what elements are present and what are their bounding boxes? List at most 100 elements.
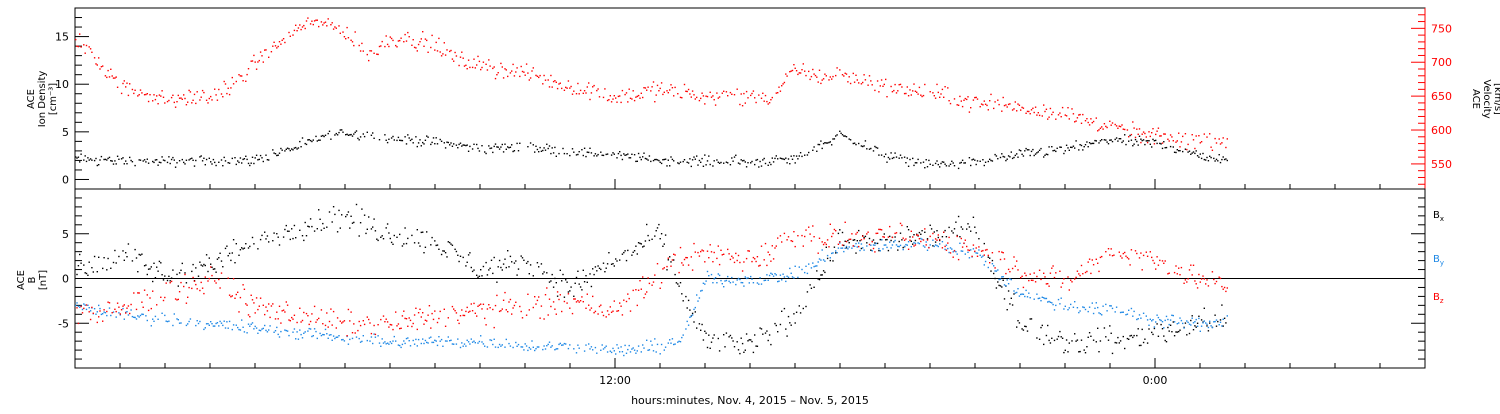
bx-point bbox=[689, 309, 691, 311]
density-point bbox=[519, 142, 521, 144]
by-point bbox=[824, 260, 826, 262]
velocity-point bbox=[917, 93, 919, 95]
by-point bbox=[1043, 297, 1045, 299]
bx-point bbox=[918, 231, 921, 234]
velocity-point bbox=[565, 86, 567, 89]
density-point bbox=[1133, 143, 1135, 145]
bz-point bbox=[505, 309, 507, 311]
bz-point bbox=[654, 274, 656, 276]
bx-point bbox=[540, 263, 543, 265]
bx-point bbox=[743, 351, 745, 353]
by-point bbox=[528, 346, 530, 349]
density-point bbox=[435, 137, 437, 139]
by-point bbox=[704, 283, 706, 285]
bx-point bbox=[1164, 339, 1166, 342]
density-point bbox=[890, 152, 892, 154]
bz-point bbox=[493, 326, 495, 329]
bz-point bbox=[880, 229, 883, 231]
density-point bbox=[345, 134, 347, 136]
bz-point bbox=[280, 322, 282, 324]
bz-point bbox=[1068, 289, 1070, 291]
velocity-point bbox=[400, 37, 402, 39]
density-point bbox=[212, 158, 215, 161]
bz-point bbox=[513, 304, 516, 307]
bz-point bbox=[895, 232, 898, 234]
density-point bbox=[1016, 153, 1018, 155]
velocity-point bbox=[434, 49, 436, 51]
bx-point bbox=[733, 346, 736, 348]
density-point bbox=[83, 159, 85, 161]
velocity-point bbox=[593, 84, 595, 87]
bx-point bbox=[1038, 338, 1041, 340]
bz-point bbox=[501, 308, 503, 310]
by-point bbox=[710, 273, 713, 276]
velocity-point bbox=[853, 81, 856, 83]
by-point bbox=[1205, 322, 1207, 324]
bz-point bbox=[924, 228, 926, 230]
by-point bbox=[1128, 309, 1130, 311]
density-point bbox=[916, 162, 918, 164]
bz-point bbox=[332, 310, 335, 313]
density-point bbox=[1115, 137, 1118, 139]
by-point bbox=[235, 324, 237, 326]
bx-point bbox=[1098, 351, 1100, 353]
by-point bbox=[251, 322, 254, 324]
velocity-point bbox=[687, 88, 690, 91]
bz-point bbox=[123, 304, 125, 306]
bx-point bbox=[658, 223, 660, 226]
by-point bbox=[625, 352, 628, 354]
bz-point bbox=[413, 314, 416, 316]
density-point bbox=[964, 162, 966, 164]
density-point bbox=[405, 143, 408, 145]
velocity-point bbox=[829, 76, 831, 78]
velocity-point bbox=[906, 86, 908, 88]
by-point bbox=[141, 313, 143, 315]
bx-point bbox=[489, 267, 491, 269]
velocity-point bbox=[1067, 107, 1069, 109]
by-point bbox=[442, 345, 444, 347]
bx-point bbox=[365, 232, 367, 235]
bz-point bbox=[667, 257, 669, 259]
velocity-point bbox=[220, 93, 223, 95]
bx-point bbox=[1024, 325, 1026, 327]
bx-point bbox=[316, 228, 318, 230]
by-point bbox=[89, 310, 92, 312]
bx-point bbox=[1178, 330, 1180, 333]
velocity-point bbox=[404, 33, 406, 36]
velocity-point bbox=[700, 97, 702, 100]
bx-point bbox=[239, 249, 242, 251]
legend-bx: Bx bbox=[1433, 210, 1444, 223]
bz-point bbox=[968, 249, 971, 252]
bz-point bbox=[1202, 275, 1204, 277]
velocity-point bbox=[1136, 128, 1138, 130]
density-point bbox=[1188, 150, 1191, 152]
by-point bbox=[805, 265, 807, 267]
bx-point bbox=[153, 262, 155, 264]
density-point bbox=[1195, 150, 1197, 152]
bx-point bbox=[1065, 339, 1068, 341]
velocity-point bbox=[125, 86, 127, 88]
by-point bbox=[1221, 325, 1223, 327]
velocity-point bbox=[1055, 118, 1057, 120]
bx-point bbox=[554, 277, 556, 280]
velocity-point bbox=[696, 96, 698, 99]
velocity-point bbox=[454, 51, 456, 54]
velocity-point bbox=[153, 94, 155, 96]
by-point bbox=[563, 342, 566, 345]
velocity-point bbox=[847, 81, 849, 83]
density-point bbox=[500, 146, 502, 148]
bz-point bbox=[118, 306, 120, 308]
by-point bbox=[469, 343, 471, 345]
by-point bbox=[555, 348, 557, 350]
density-point bbox=[116, 155, 119, 157]
bz-point bbox=[937, 234, 939, 236]
density-point bbox=[200, 155, 202, 157]
bx-point bbox=[656, 227, 659, 229]
velocity-point bbox=[563, 89, 566, 91]
bx-point bbox=[675, 282, 678, 284]
bx-point bbox=[696, 327, 698, 329]
by-point bbox=[326, 333, 328, 335]
bz-point bbox=[481, 308, 483, 310]
velocity-point bbox=[1064, 114, 1066, 116]
bx-point bbox=[1064, 349, 1066, 351]
